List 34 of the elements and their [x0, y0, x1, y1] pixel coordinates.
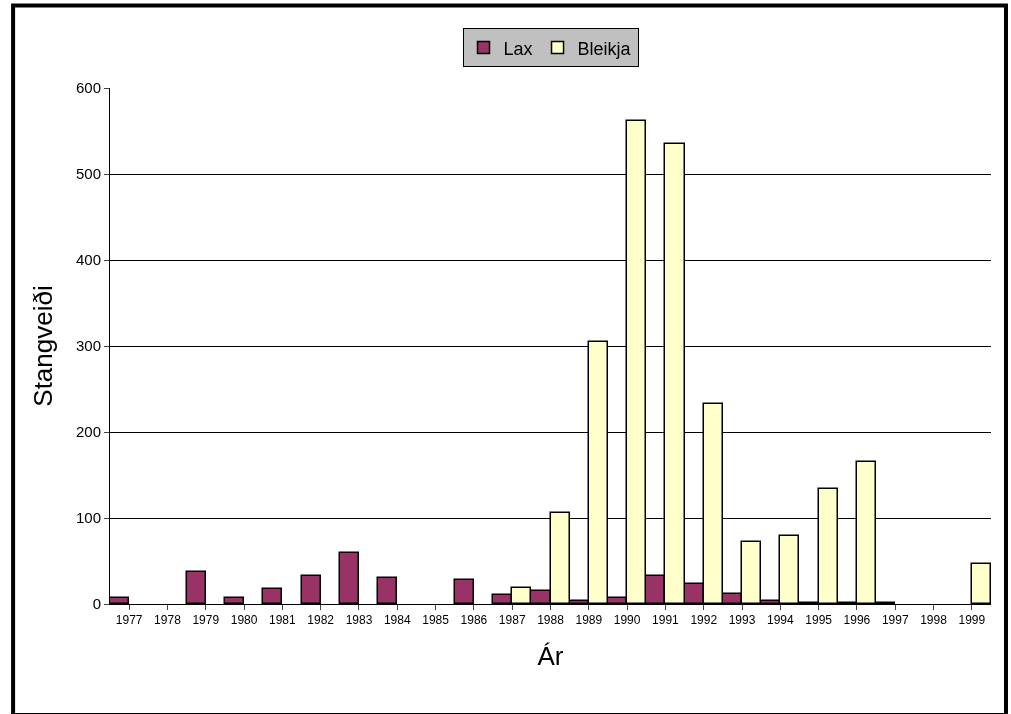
- y-tick-label: 300: [75, 337, 101, 355]
- x-tick-label: 1995: [805, 613, 833, 628]
- x-tick-label: 1981: [269, 613, 297, 628]
- x-tick-label: 1980: [230, 613, 258, 628]
- x-tick-label: 1987: [498, 613, 526, 628]
- x-tick-label: 1998: [920, 613, 948, 628]
- x-tick-label: 1994: [766, 613, 794, 628]
- x-tick-label: 1979: [192, 613, 220, 628]
- x-tick-label: 1996: [843, 613, 871, 628]
- x-tick-label: 1992: [690, 613, 718, 628]
- y-tick-label: 400: [75, 251, 101, 269]
- x-tick-label: 1989: [575, 613, 603, 628]
- x-tick-label: 1986: [460, 613, 488, 628]
- x-tick-label: 1978: [154, 613, 182, 628]
- x-tick-label: 1991: [652, 613, 680, 628]
- x-tick-label: 1984: [383, 613, 411, 628]
- x-tick-label: 1983: [345, 613, 373, 628]
- x-axis-title: Ár: [537, 641, 564, 672]
- x-tick-label: 1977: [115, 613, 143, 628]
- legend-label: Bleikja: [577, 38, 632, 59]
- x-tick-label: 1993: [728, 613, 756, 628]
- y-tick-label: 600: [75, 79, 101, 97]
- y-axis-title: Stangveiði: [28, 285, 59, 407]
- x-tick-label: 1999: [958, 613, 986, 628]
- y-tick-label: 0: [92, 595, 101, 613]
- x-tick-label: 1990: [613, 613, 641, 628]
- y-tick-label: 100: [75, 509, 101, 527]
- x-tick-label: 1997: [881, 613, 909, 628]
- y-tick-label: 200: [75, 423, 101, 441]
- x-tick-label: 1985: [422, 613, 450, 628]
- x-tick-label: 1982: [307, 613, 335, 628]
- y-tick-label: 500: [75, 165, 101, 183]
- legend-label: Lax: [503, 38, 533, 59]
- x-tick-label: 1988: [537, 613, 565, 628]
